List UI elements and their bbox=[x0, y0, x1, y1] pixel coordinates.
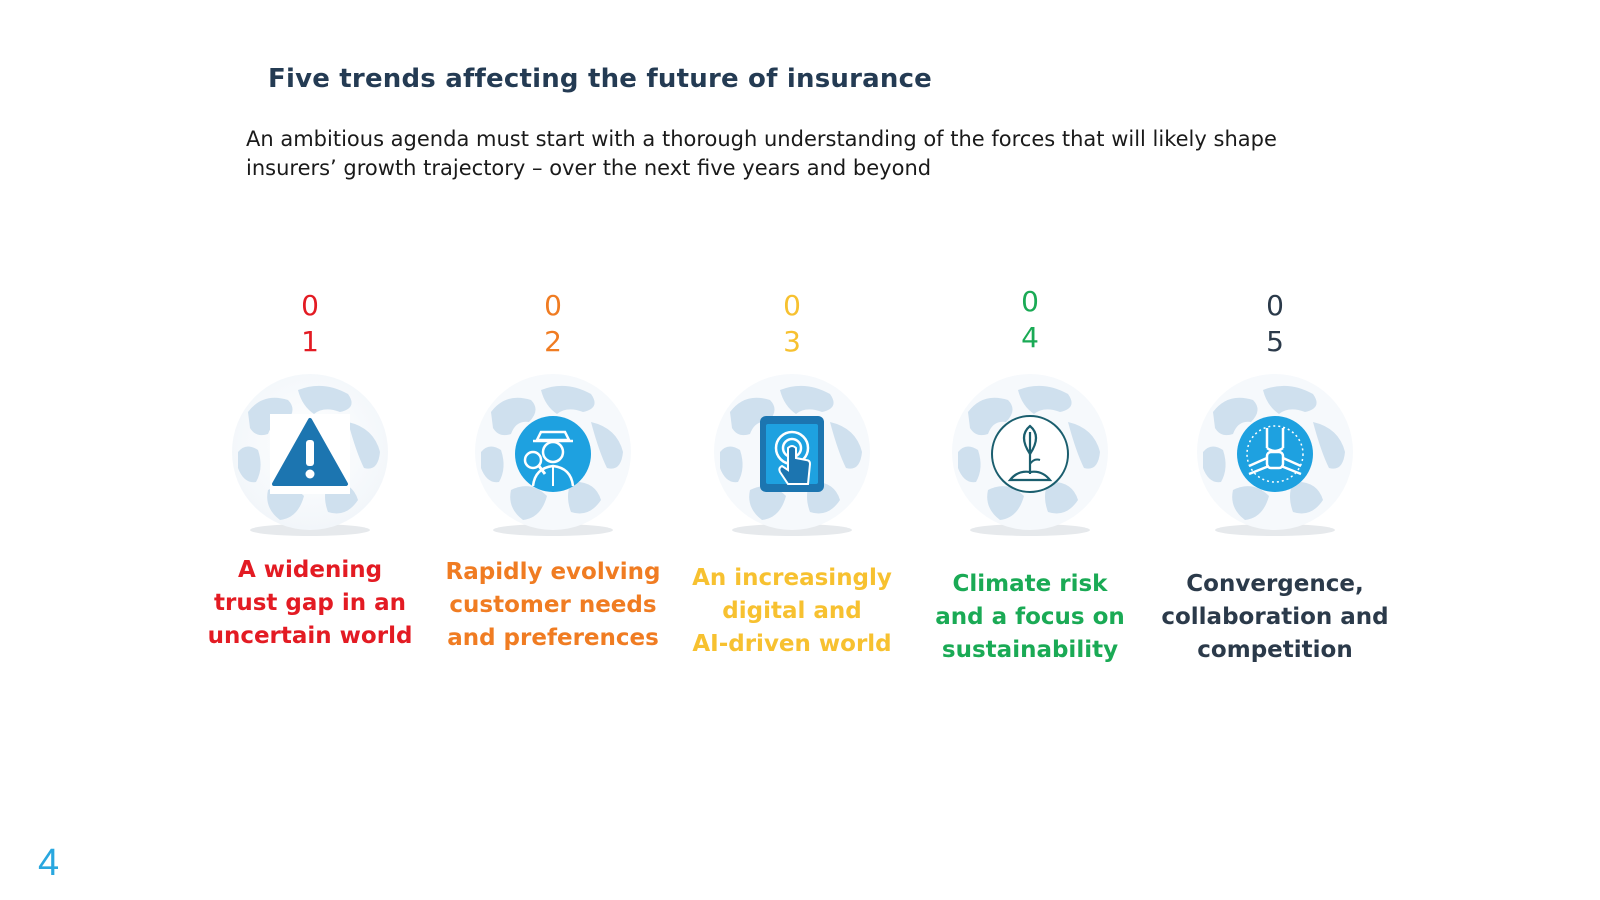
detective-icon bbox=[515, 416, 591, 492]
trend-number-digit: 2 bbox=[544, 325, 562, 358]
trend-label-line: uncertain world bbox=[207, 623, 413, 649]
trend-label-line: and a focus on bbox=[935, 604, 1125, 630]
subtitle: An ambitious agenda must start with a th… bbox=[246, 125, 1396, 183]
trend-number-digit: 0 bbox=[1021, 285, 1039, 318]
trend-label-line: AI-driven world bbox=[692, 631, 892, 657]
trend-label-line: Rapidly evolving bbox=[445, 559, 661, 585]
trend-card-2: 0 2 Rapidly evolving customer needs and bbox=[433, 289, 673, 692]
trend-label-line: Convergence, bbox=[1186, 571, 1364, 597]
trend-label: Rapidly evolving customer needs and pref… bbox=[433, 556, 673, 655]
trend-label: An increasingly digital and AI-driven wo… bbox=[672, 562, 912, 661]
trend-card-1: 0 1 A widening tru bbox=[190, 289, 430, 692]
trend-label-line: An increasingly bbox=[692, 565, 892, 591]
trend-number-digit: 5 bbox=[1266, 325, 1284, 358]
trend-number: 0 5 bbox=[1140, 288, 1410, 360]
trend-number: 0 1 bbox=[190, 288, 430, 360]
globe-badge bbox=[948, 372, 1112, 536]
trend-label: Convergence, collaboration and competiti… bbox=[1140, 568, 1410, 667]
sprout-icon bbox=[991, 415, 1069, 493]
trend-number-digit: 1 bbox=[301, 325, 319, 358]
trend-number: 0 4 bbox=[910, 284, 1150, 356]
page-title: Five trends affecting the future of insu… bbox=[268, 64, 933, 94]
page-number: 4 bbox=[38, 842, 60, 884]
trend-label-line: collaboration and bbox=[1161, 604, 1389, 630]
trend-label: A widening trust gap in an uncertain wor… bbox=[190, 554, 430, 653]
subtitle-line: An ambitious agenda must start with a th… bbox=[246, 127, 1277, 151]
trend-number-digit: 0 bbox=[1266, 289, 1284, 322]
tablet-touch-icon bbox=[760, 416, 824, 492]
trend-number: 0 3 bbox=[672, 288, 912, 360]
warning-icon bbox=[270, 414, 350, 494]
trend-label-line: A widening bbox=[237, 557, 383, 583]
globe-badge bbox=[471, 372, 635, 536]
trend-number-digit: 0 bbox=[544, 289, 562, 322]
trend-number-digit: 3 bbox=[783, 325, 801, 358]
trend-label-line: trust gap in an bbox=[213, 590, 407, 616]
trend-label-line: Climate risk bbox=[952, 571, 1108, 597]
subtitle-line: insurers’ growth trajectory – over the n… bbox=[246, 156, 932, 180]
trend-number-digit: 4 bbox=[1021, 321, 1039, 354]
trend-card-3: 0 3 An increasingly digital and AI-drive… bbox=[672, 289, 912, 692]
trend-card-5: 0 5 Convergence, collaboration and compe… bbox=[1155, 289, 1425, 692]
trend-number: 0 2 bbox=[433, 288, 673, 360]
trend-label-line: sustainability bbox=[941, 637, 1119, 663]
globe-badge bbox=[1193, 372, 1357, 536]
trend-number-digit: 0 bbox=[301, 289, 319, 322]
trend-label-line: customer needs bbox=[449, 592, 657, 618]
trend-number-digit: 0 bbox=[783, 289, 801, 322]
joined-hands-icon bbox=[1237, 416, 1313, 492]
trend-label-line: and preferences bbox=[447, 625, 659, 651]
trend-label: Climate risk and a focus on sustainabili… bbox=[910, 568, 1150, 667]
trend-label-line: competition bbox=[1197, 637, 1353, 663]
trend-label-line: digital and bbox=[722, 598, 862, 624]
globe-badge bbox=[228, 372, 392, 536]
trend-card-4: 0 4 Climate risk and a focus on sustaina… bbox=[910, 285, 1150, 692]
globe-icon bbox=[475, 374, 631, 536]
globe-badge bbox=[710, 372, 874, 536]
